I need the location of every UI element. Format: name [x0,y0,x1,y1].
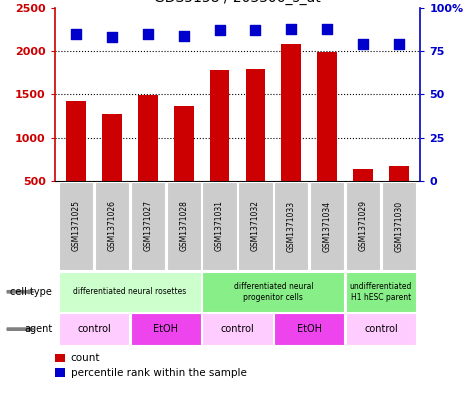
Bar [59,272,201,312]
Text: count: count [71,353,100,363]
Bar [353,169,373,181]
Bar [346,182,380,270]
Bar [59,313,129,345]
Bar [138,95,158,181]
Bar [310,182,344,270]
Bar [381,182,416,270]
Text: agent: agent [24,324,52,334]
Text: cell type: cell type [10,287,52,297]
Text: GSM1371034: GSM1371034 [323,200,332,252]
Bar [102,114,122,181]
Bar [202,313,273,345]
Bar [346,313,416,345]
Bar [281,44,301,181]
Text: GSM1371033: GSM1371033 [287,200,296,252]
Bar [131,182,165,270]
Text: differentiated neural
progenitor cells: differentiated neural progenitor cells [234,282,313,301]
Bar [274,313,344,345]
Bar [238,182,273,270]
Bar [202,272,344,312]
Text: control: control [220,324,255,334]
Bar [167,182,201,270]
Text: control: control [364,324,398,334]
Title: GDS5158 / 203306_s_at: GDS5158 / 203306_s_at [154,0,321,6]
Text: EtOH: EtOH [297,324,322,334]
Point [252,27,259,33]
Bar [131,313,201,345]
Text: GSM1371026: GSM1371026 [107,200,116,252]
Text: GSM1371028: GSM1371028 [179,200,188,252]
Point [323,26,331,32]
Text: differentiated neural rosettes: differentiated neural rosettes [73,287,187,296]
Text: GSM1371032: GSM1371032 [251,200,260,252]
Text: GSM1371025: GSM1371025 [72,200,81,252]
Point [216,27,223,33]
Bar [317,52,337,181]
Point [108,34,116,40]
Bar [66,101,86,181]
Text: EtOH: EtOH [153,324,178,334]
Point [180,32,188,39]
Bar [209,70,229,181]
Bar [389,166,408,181]
Point [287,26,295,32]
Point [144,31,152,37]
Text: undifferentiated
H1 hESC parent: undifferentiated H1 hESC parent [350,282,412,301]
Point [395,41,403,47]
Bar [59,182,94,270]
Point [72,31,80,37]
Text: control: control [77,324,111,334]
Bar [202,182,237,270]
Bar [274,182,308,270]
Bar [246,69,266,181]
Text: percentile rank within the sample: percentile rank within the sample [71,367,247,378]
Bar [95,182,129,270]
Bar [346,272,416,312]
Text: GSM1371027: GSM1371027 [143,200,152,252]
Text: GSM1371030: GSM1371030 [394,200,403,252]
Bar [174,106,194,181]
Point [359,41,367,47]
Text: GSM1371029: GSM1371029 [359,200,368,252]
Text: GSM1371031: GSM1371031 [215,200,224,252]
